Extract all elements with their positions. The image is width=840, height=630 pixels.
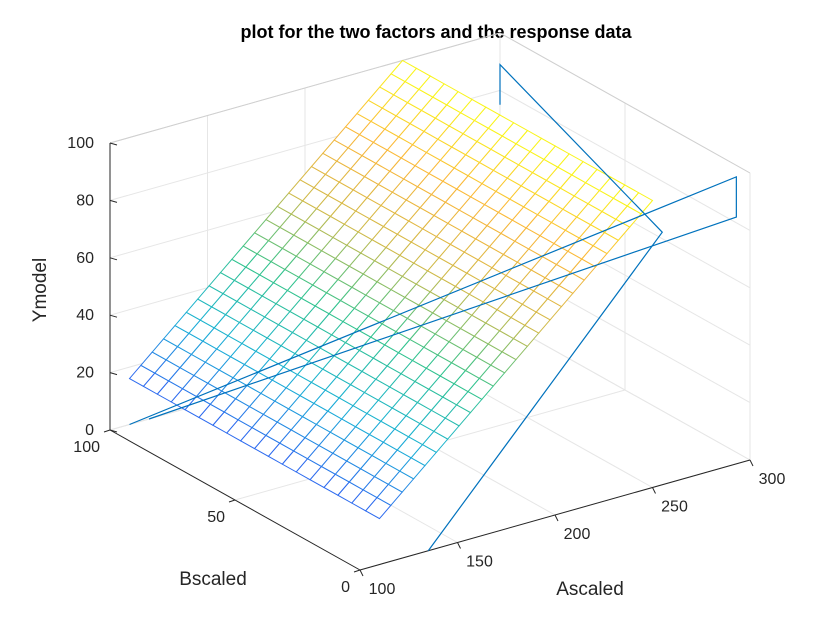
x-tick-mark [359,569,364,577]
line-series [129,63,737,552]
y-axis-label: Bscaled [179,569,247,590]
x-tick-label: 200 [564,526,591,543]
x-tick-mark [652,487,656,494]
line-series-1 [129,175,737,426]
z-tick-label: 40 [76,307,94,324]
z-tick-label: 100 [67,135,94,152]
z-axis-label: Ymodel [30,258,51,322]
z-tick-mark [109,257,118,261]
surface-cell [390,59,418,83]
y-tick-mark [353,569,361,573]
x-tick-label: 150 [466,554,493,571]
y-tick-label: 0 [341,579,350,596]
gridline-z-side [499,319,751,461]
z-tick-mark [109,314,118,318]
x-tick-mark [554,514,559,522]
x-tick-label: 100 [369,581,396,598]
gridline-z-side [499,89,751,231]
z-tick-mark [109,142,118,146]
x-axis-label: Ascaled [556,579,624,600]
z-tick-label: 20 [76,365,94,382]
x-tick-mark [749,459,754,467]
z-tick-label: 60 [76,250,94,267]
pane-edge [109,32,501,144]
y-tick-mark [103,429,111,433]
pane-edge [499,32,751,174]
z-tick-label: 80 [76,192,94,209]
chart-title: plot for the two factors and the respons… [240,22,632,42]
y-tick-label: 100 [73,439,100,456]
z-tick-mark [109,199,118,203]
y-tick-mark [228,499,236,503]
y-tick-label: 50 [207,509,225,526]
x-tick-label: 300 [759,471,786,488]
z-tick-label: 0 [85,422,94,439]
z-tick-mark [109,429,118,433]
surface-mesh [128,59,654,520]
x-tick-label: 250 [661,499,688,516]
z-tick-mark [109,372,118,376]
x-tick-mark [457,542,461,549]
line-series-2 [427,63,664,552]
